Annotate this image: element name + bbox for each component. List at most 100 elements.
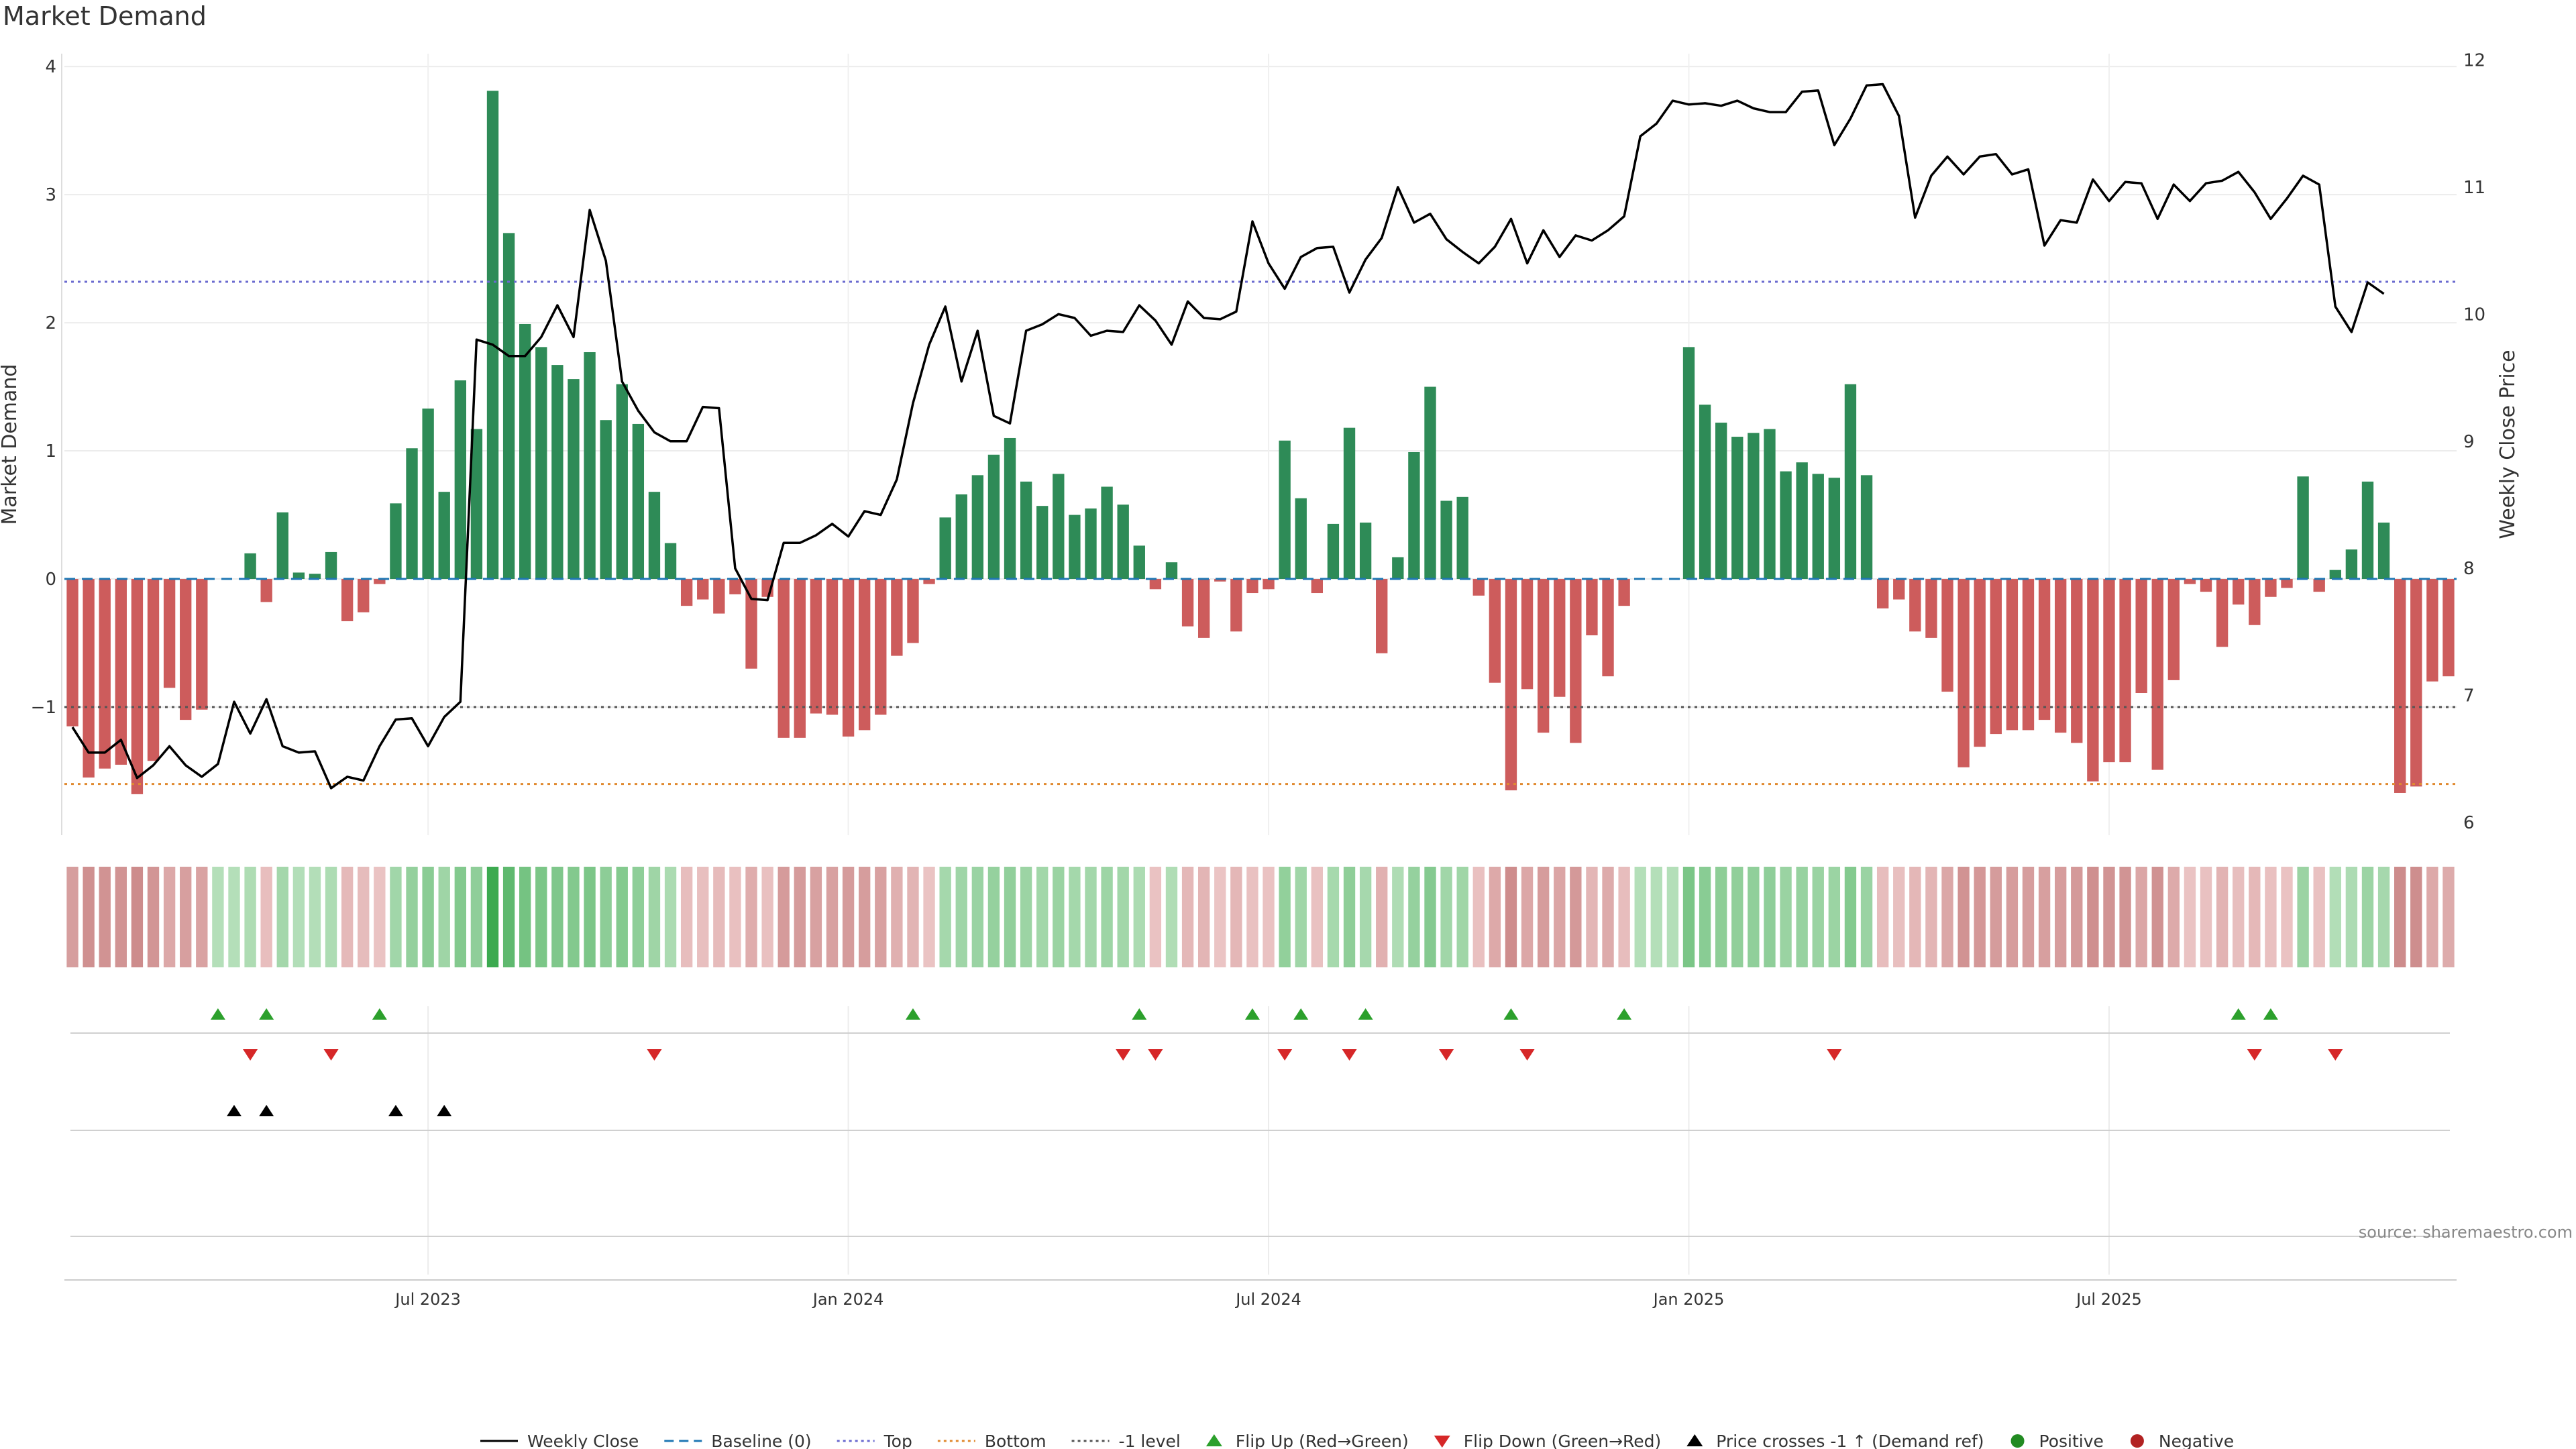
- price-cross-marker: [226, 1105, 241, 1116]
- heat-cell: [470, 867, 483, 967]
- heat-cell: [309, 867, 321, 967]
- legend-swatch-tri-down: [1434, 1436, 1450, 1448]
- heat-cell: [680, 867, 693, 967]
- heat-cell: [875, 867, 887, 967]
- heat-cell: [2233, 867, 2245, 967]
- flip-down-marker: [1277, 1049, 1293, 1061]
- demand-bar: [502, 233, 515, 580]
- heat-cell: [1263, 867, 1275, 967]
- heat-cell: [1376, 867, 1388, 967]
- demand-bar: [519, 323, 531, 580]
- demand-bar: [1844, 384, 1857, 580]
- heat-cell: [1618, 867, 1630, 967]
- heat-cell: [2151, 867, 2163, 967]
- heat-cell: [1828, 867, 1841, 967]
- y2-axis-title: Weekly Close Price: [2496, 350, 2520, 539]
- demand-bar: [2135, 579, 2147, 694]
- heat-cell: [535, 867, 547, 967]
- demand-bar: [777, 579, 790, 738]
- heat-cell: [1197, 867, 1210, 967]
- heat-cell: [147, 867, 160, 967]
- heat-cell: [486, 867, 499, 967]
- legend-label: Flip Up (Red→Green): [1236, 1432, 1409, 1449]
- flip-down-marker: [2328, 1049, 2343, 1061]
- reference-lines: [64, 280, 2457, 786]
- demand-bar: [1295, 498, 1307, 580]
- demand-bar: [1279, 440, 1291, 580]
- heat-cell: [1101, 867, 1113, 967]
- heat-cell: [1682, 867, 1695, 967]
- demand-bar: [1311, 579, 1324, 594]
- heat-cell: [1133, 867, 1145, 967]
- heat-cell: [1796, 867, 1808, 967]
- heat-cell: [292, 867, 305, 967]
- heat-cell: [374, 867, 386, 967]
- price-line-layer: [71, 83, 2385, 790]
- demand-bar: [422, 409, 434, 580]
- heat-cell: [826, 867, 839, 967]
- heat-cell: [794, 867, 806, 967]
- demand-bar: [244, 553, 256, 580]
- heat-cell: [358, 867, 370, 967]
- legend-item: Top: [837, 1432, 912, 1449]
- flip-up-marker: [210, 1008, 225, 1020]
- demand-bar: [1586, 579, 1598, 636]
- flip-up-marker: [259, 1008, 274, 1020]
- demand-bar: [180, 579, 192, 720]
- heat-cell: [1715, 867, 1727, 967]
- demand-bar: [292, 572, 305, 580]
- heat-cell: [2119, 867, 2131, 967]
- demand-bar: [1618, 579, 1630, 606]
- demand-bar: [1085, 508, 1097, 580]
- legend-swatch-tri-up: [1686, 1434, 1703, 1446]
- demand-bar: [1909, 579, 1921, 632]
- heat-cell: [1359, 867, 1372, 967]
- demand-bar: [2443, 579, 2455, 677]
- heat-cell: [422, 867, 434, 967]
- heat-cell: [777, 867, 790, 967]
- legend-item: Negative: [2130, 1432, 2234, 1449]
- demand-bar: [1957, 579, 1970, 767]
- flip-down-marker: [647, 1049, 662, 1061]
- demand-bar: [2087, 579, 2099, 782]
- demand-bar: [454, 380, 466, 580]
- demand-bar: [713, 579, 725, 614]
- heat-cell: [2394, 867, 2406, 967]
- legend-label: Baseline (0): [711, 1432, 811, 1449]
- heat-cell: [1036, 867, 1049, 967]
- demand-bar: [374, 579, 386, 584]
- heat-cell: [1408, 867, 1420, 967]
- demand-bar: [1570, 579, 1582, 743]
- demand-bar: [826, 579, 839, 715]
- flip-up-marker: [1358, 1008, 1373, 1020]
- heat-cell: [66, 867, 78, 967]
- demand-bar: [551, 365, 564, 580]
- legend-label: Positive: [2039, 1432, 2104, 1449]
- demand-bar: [1764, 429, 1776, 580]
- demand-bar: [131, 579, 144, 794]
- heat-cell: [2071, 867, 2083, 967]
- demand-bar: [1812, 474, 1824, 580]
- heat-cell: [697, 867, 709, 967]
- demand-bar: [2167, 579, 2180, 680]
- demand-bar: [745, 579, 757, 669]
- heat-cell: [891, 867, 903, 967]
- demand-bar: [842, 579, 855, 737]
- demand-bar: [1682, 347, 1695, 580]
- demand-bar: [1602, 579, 1614, 677]
- legend-item: Flip Up (Red→Green): [1205, 1432, 1409, 1449]
- price-cross-marker: [259, 1105, 274, 1116]
- heat-cell: [276, 867, 288, 967]
- heat-cell: [1246, 867, 1258, 967]
- heat-cell: [438, 867, 450, 967]
- x-tick-label: Jul 2025: [2075, 1290, 2142, 1309]
- demand-bar: [1554, 579, 1566, 697]
- heat-cell: [859, 867, 871, 967]
- heat-cell: [1764, 867, 1776, 967]
- heat-cell: [2249, 867, 2261, 967]
- demand-bar: [875, 579, 887, 715]
- flip-up-marker: [1503, 1008, 1519, 1020]
- heat-cell: [648, 867, 661, 967]
- x-tick-label: Jan 2025: [1652, 1290, 1725, 1309]
- demand-bar: [810, 579, 822, 714]
